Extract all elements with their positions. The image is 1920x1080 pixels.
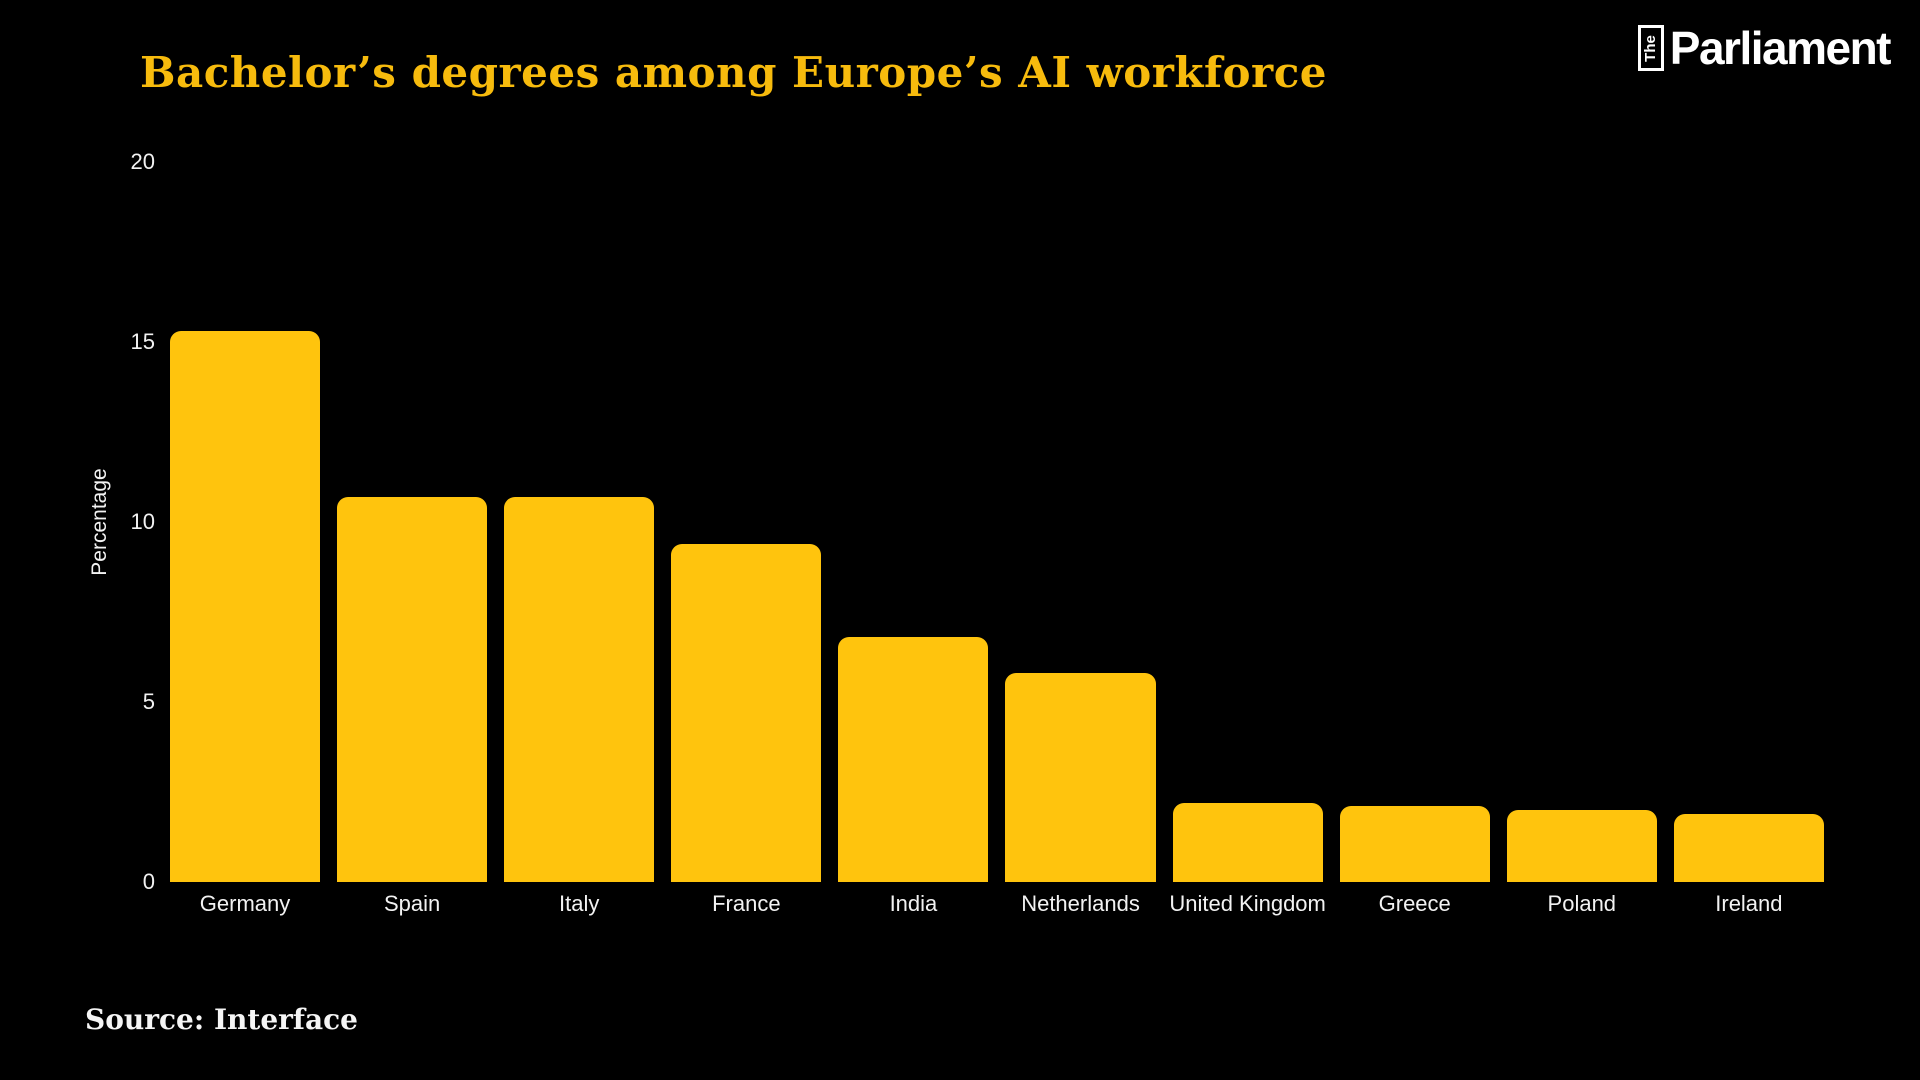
bar-italy [504, 496, 655, 882]
parliament-logo: The Parliament [1637, 22, 1892, 74]
y-axis-tick-10: 10 [130, 509, 155, 534]
x-axis-label-poland: Poland [1547, 891, 1617, 916]
logo-the-text: The [1642, 34, 1660, 62]
bar-column-india: India [838, 162, 989, 916]
y-axis-tick-15: 15 [130, 329, 155, 354]
bar-france [671, 543, 822, 882]
x-axis-label-united-kingdom: United Kingdom [1169, 891, 1326, 916]
bar-column-germany: Germany [170, 162, 321, 916]
source-note: Source: Interface [85, 1003, 358, 1036]
bar-poland [1506, 810, 1657, 882]
bar-column-italy: Italy [504, 162, 655, 916]
x-axis-label-india: India [889, 891, 938, 916]
bar-column-ireland: Ireland [1673, 162, 1824, 916]
x-axis-label-spain: Spain [384, 891, 441, 916]
bar-column-poland: Poland [1506, 162, 1657, 916]
x-axis-label-netherlands: Netherlands [1021, 891, 1140, 916]
bar-column-united-kingdom: United Kingdom [1169, 162, 1326, 916]
x-axis-label-greece: Greece [1378, 891, 1451, 916]
bar-ireland [1673, 813, 1824, 882]
x-axis-label-ireland: Ireland [1715, 891, 1783, 916]
x-axis-label-germany: Germany [199, 891, 291, 916]
bar-column-greece: Greece [1339, 162, 1490, 916]
bar-germany [170, 331, 321, 882]
bar-column-spain: Spain [337, 162, 488, 916]
logo-the-box: The [1637, 25, 1664, 71]
bar-column-france: France [671, 162, 822, 916]
page-title: Bachelor’s degrees among Europe’s AI wor… [140, 48, 1327, 97]
bar-greece [1339, 806, 1490, 882]
bar-united-kingdom [1172, 802, 1323, 882]
x-axis-label-italy: Italy [559, 891, 600, 916]
y-axis-tick-20: 20 [130, 149, 155, 174]
bar-india [838, 637, 989, 882]
x-axis-label-france: France [712, 891, 781, 916]
y-axis-tick-0: 0 [142, 869, 155, 894]
bar-column-netherlands: Netherlands [1005, 162, 1156, 916]
bar-spain [337, 496, 488, 882]
plot-area: Germany Spain Italy France India Netherlands U… [170, 162, 1824, 916]
logo-name-text: Parliament [1669, 22, 1892, 74]
y-axis-tick-5: 5 [142, 689, 155, 714]
bar-netherlands [1005, 673, 1156, 882]
y-axis-ticks: 0 5 10 15 20 [0, 151, 155, 893]
